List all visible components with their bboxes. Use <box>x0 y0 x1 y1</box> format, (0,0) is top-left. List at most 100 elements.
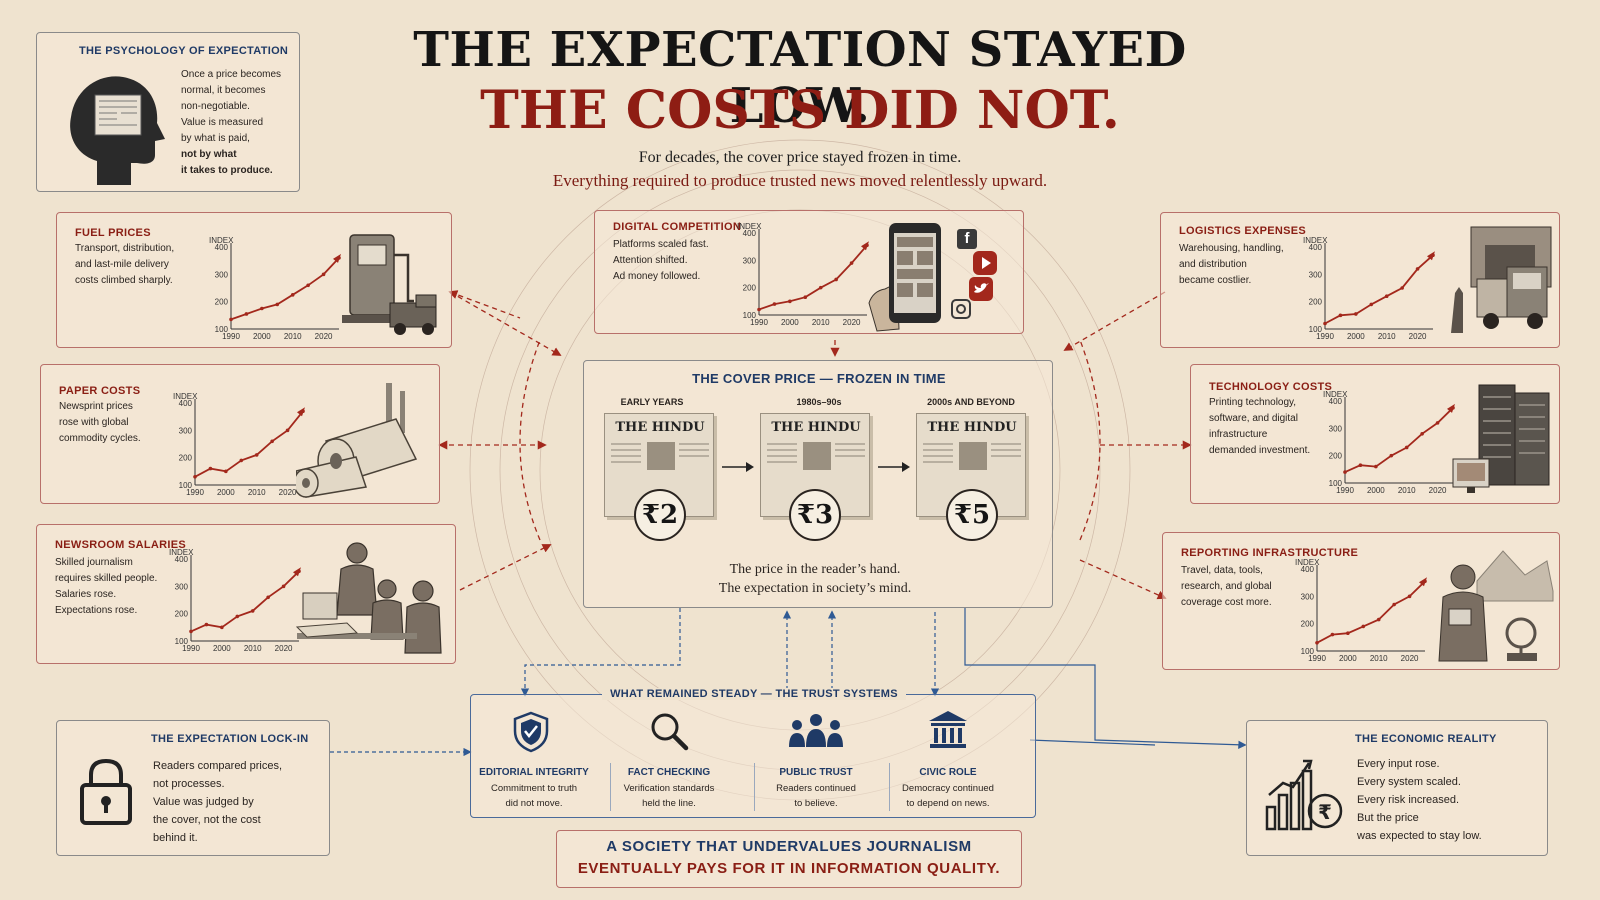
newspaper-columns <box>611 442 709 470</box>
y-tick-label: 400 <box>179 399 193 408</box>
data-point <box>1420 432 1424 436</box>
footer-line1: A SOCIETY THAT UNDERVALUES JOURNALISM <box>606 838 972 855</box>
x-tick-label: 2020 <box>1401 654 1419 663</box>
psychology-line: it takes to produce. <box>181 165 273 176</box>
y-tick-label: 200 <box>179 454 193 463</box>
series-line <box>194 410 304 478</box>
y-tick-label: 200 <box>175 610 189 619</box>
data-point <box>803 295 808 300</box>
x-tick-label: 1990 <box>1336 486 1354 495</box>
axis-label: INDEX <box>737 222 762 231</box>
logistics-expenses-panel: LOGISTICS EXPENSES Warehousing, handling… <box>1160 212 1560 348</box>
axis-label: INDEX <box>1323 390 1348 399</box>
data-point <box>1389 453 1394 458</box>
economic-reality-text: Every input rose. Every system scaled. E… <box>1357 755 1482 845</box>
divider <box>610 763 611 811</box>
y-tick-label: 400 <box>1301 565 1315 574</box>
x-tick-label: 2010 <box>812 318 830 327</box>
x-tick-label: 2000 <box>1339 654 1357 663</box>
truck-icon <box>1451 226 1552 333</box>
lockin-line: the cover, not the cost <box>153 814 261 826</box>
newspaper-columns <box>767 442 865 470</box>
paper-line: commodity cycles. <box>59 433 141 444</box>
reporting-infrastructure-panel: REPORTING INFRASTRUCTURE Travel, data, t… <box>1162 532 1560 670</box>
paper-costs-chart: INDEX 100 200 300 400 1990 2000 2010 2020 <box>173 392 305 497</box>
x-tick-label: 2010 <box>248 488 266 497</box>
data-point <box>266 595 270 600</box>
price-2000s: ₹5 <box>946 489 998 541</box>
axis-label: INDEX <box>1295 558 1320 567</box>
logistics-line: Warehousing, handling, <box>1179 243 1284 254</box>
newsroom-salaries-panel: NEWSROOM SALARIES Skilled journalism req… <box>36 524 456 664</box>
arrow-head <box>1447 403 1455 413</box>
data-point <box>270 439 274 444</box>
psychology-line: by what is paid, <box>181 133 250 144</box>
x-tick-label: 2020 <box>315 332 333 341</box>
technology-costs-text: Printing technology, software, and digit… <box>1209 395 1310 459</box>
trust-item-text: Commitment to truth did not move. <box>464 781 604 811</box>
data-point <box>204 622 209 627</box>
series-line <box>230 257 340 321</box>
trust-item-line: Verification standards <box>623 783 715 794</box>
cover-price-title: THE COVER PRICE — FROZEN IN TIME <box>692 371 946 386</box>
data-point <box>275 302 280 307</box>
reporting-line: Travel, data, tools, <box>1181 565 1263 576</box>
psychology-text: Once a price becomes normal, it becomes … <box>181 67 281 179</box>
y-tick-label: 400 <box>215 243 229 252</box>
arrow-right-icon <box>722 462 754 472</box>
paper-costs-panel: PAPER COSTS Newsprint prices rose with g… <box>40 364 440 504</box>
economic-line: But the price <box>1357 812 1419 824</box>
data-point <box>1338 313 1343 318</box>
economic-line: Every input rose. <box>1357 758 1440 770</box>
arrow-head <box>297 407 305 417</box>
psychology-line: Once a price becomes <box>181 69 282 80</box>
reporter-icon <box>1438 550 1554 662</box>
footer-line2: EVENTUALLY PAYS FOR IT IN INFORMATION QU… <box>577 860 1001 877</box>
data-point <box>1400 286 1404 290</box>
paper-costs-title: PAPER COSTS <box>59 385 141 397</box>
price-80s-90s: ₹3 <box>789 489 841 541</box>
civic-building-icon <box>929 711 967 748</box>
expectation-lockin-text: Readers compared prices, not processes. … <box>153 757 282 847</box>
data-point <box>1323 321 1327 326</box>
data-point <box>818 285 823 290</box>
x-tick-label: 1990 <box>182 644 200 653</box>
twitter-icon <box>969 277 993 301</box>
technology-line: demanded investment. <box>1209 445 1311 456</box>
trust-item-line: Readers continued <box>776 783 856 794</box>
y-tick-label: 200 <box>1329 452 1343 461</box>
y-tick-label: 400 <box>743 229 757 238</box>
x-tick-label: 1990 <box>186 488 204 497</box>
x-tick-label: 2000 <box>217 488 235 497</box>
y-tick-label: 200 <box>215 298 229 307</box>
data-point <box>1343 470 1347 474</box>
axis-label: INDEX <box>173 392 198 401</box>
data-point <box>1361 624 1366 629</box>
logistics-expenses-text: Warehousing, handling, and distribution … <box>1179 241 1284 289</box>
y-tick-label: 100 <box>1309 325 1323 334</box>
price-early: ₹2 <box>634 489 686 541</box>
y-tick-label: 100 <box>179 481 193 490</box>
data-point <box>1374 464 1378 469</box>
y-tick-label: 100 <box>1301 647 1315 656</box>
series-line <box>1344 407 1454 473</box>
trust-item-line: held the line. <box>642 798 696 809</box>
y-tick-label: 300 <box>179 426 193 435</box>
trust-systems-title: WHAT REMAINED STEADY — THE TRUST SYSTEMS <box>471 688 1037 700</box>
y-tick-label: 300 <box>215 270 229 279</box>
trust-item-line: Commitment to truth <box>490 783 578 794</box>
data-point <box>1330 632 1335 637</box>
x-tick-label: 2000 <box>1367 486 1385 495</box>
newspaper-columns <box>923 442 1021 470</box>
trust-item-text: Verification standards held the line. <box>599 781 739 811</box>
data-point <box>281 584 286 589</box>
data-point <box>1354 312 1358 316</box>
y-tick-label: 400 <box>175 555 189 564</box>
data-point <box>285 428 290 433</box>
psychology-line: Value is measured <box>181 117 264 128</box>
data-point <box>1315 641 1319 645</box>
y-tick-label: 100 <box>743 311 757 320</box>
headline-line2: THE COSTS DID NOT. <box>480 80 1120 141</box>
logistics-expenses-chart: INDEX 100 200 300 400 1990 2000 2010 2020 <box>1303 236 1435 341</box>
data-point <box>1407 594 1412 599</box>
